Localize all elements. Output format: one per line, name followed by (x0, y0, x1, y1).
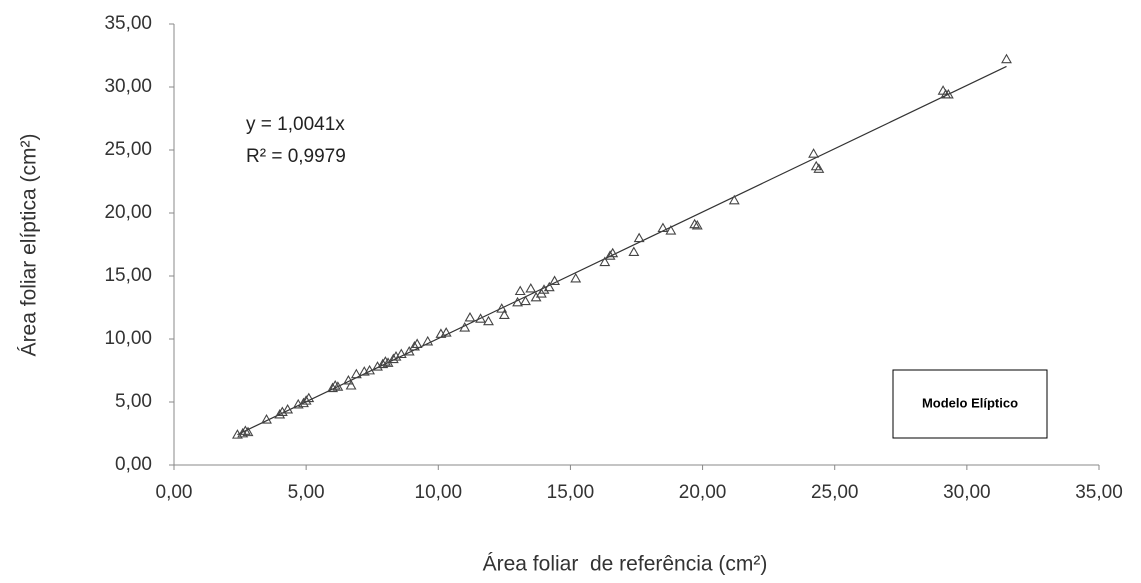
point (813, 163, 825, 173)
point (395, 348, 407, 359)
x-tick-label: 35,00 (1075, 482, 1123, 503)
point (303, 392, 315, 403)
x-tick-label: 5,00 (288, 482, 325, 503)
point (604, 250, 616, 260)
point (525, 282, 537, 293)
legend-entry: Modelo Elíptico (922, 395, 1018, 410)
point (483, 315, 494, 326)
point (657, 222, 669, 233)
y-tick-label: 5,00 (115, 391, 152, 412)
point (298, 397, 309, 408)
point (300, 395, 312, 405)
point (274, 408, 286, 419)
point (411, 338, 423, 348)
point (520, 295, 531, 306)
point (633, 232, 645, 243)
point (239, 425, 251, 435)
point (628, 246, 640, 256)
point (570, 272, 582, 283)
point (496, 303, 508, 313)
legend-box (892, 369, 1048, 439)
point (808, 148, 820, 158)
point (261, 414, 272, 424)
y-tick-label: 35,00 (104, 13, 152, 34)
point (498, 309, 510, 319)
point (403, 345, 415, 356)
equation: y = 1,0041x (246, 114, 345, 135)
x-tick-label: 30,00 (943, 482, 991, 503)
point (440, 327, 452, 337)
point (599, 256, 611, 267)
point (543, 281, 555, 292)
point (345, 380, 357, 390)
x-tick-label: 10,00 (415, 482, 463, 503)
point (329, 380, 341, 390)
point (350, 368, 362, 379)
r-squared: R² = 0,9979 (246, 146, 346, 167)
point (276, 406, 288, 417)
y-tick-label: 25,00 (104, 139, 152, 160)
x-tick-label: 0,00 (156, 482, 193, 503)
point (1001, 53, 1012, 64)
trendline (237, 65, 1007, 436)
point (372, 361, 383, 371)
point (364, 364, 376, 375)
point (512, 296, 524, 307)
point (464, 311, 476, 322)
y-tick-label: 0,00 (115, 454, 152, 475)
y-tick-label: 30,00 (104, 76, 152, 97)
point (422, 335, 434, 346)
point (942, 88, 954, 99)
point (332, 381, 344, 391)
y-tick-label: 10,00 (104, 328, 152, 349)
point (514, 285, 526, 296)
point (549, 275, 561, 285)
point (607, 247, 619, 258)
point (342, 374, 354, 385)
point (475, 313, 487, 323)
point (728, 194, 740, 205)
x-tick-label: 25,00 (811, 482, 859, 503)
point (691, 219, 703, 230)
point (387, 353, 399, 364)
point (538, 284, 550, 294)
point (282, 403, 294, 414)
x-axis-title: Área foliar de referência (cm²) (483, 553, 768, 576)
point (459, 322, 471, 332)
y-tick-label: 20,00 (104, 202, 152, 223)
point (665, 225, 677, 235)
point (390, 351, 402, 361)
point (689, 218, 701, 229)
point (409, 340, 420, 351)
y-tick-label: 15,00 (104, 265, 152, 286)
x-tick-label: 15,00 (547, 482, 595, 503)
point (242, 426, 254, 437)
x-tick-label: 20,00 (679, 482, 727, 503)
y-axis-title: Área foliar elíptica (cm²) (18, 134, 41, 357)
point (379, 356, 391, 366)
